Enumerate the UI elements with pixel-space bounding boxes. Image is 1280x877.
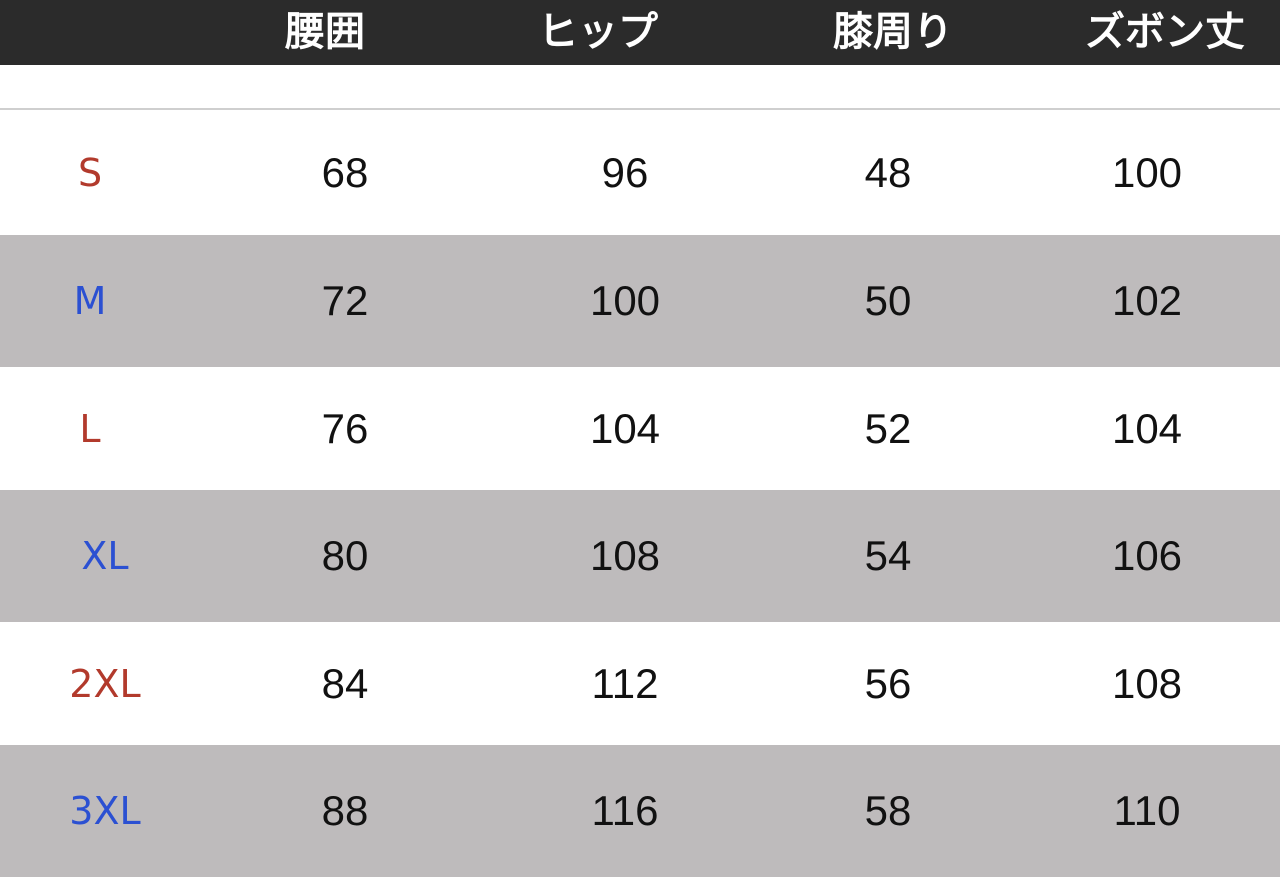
value-cell: 104 — [589, 404, 661, 452]
header-waist: 腰囲 — [285, 9, 365, 55]
value-cell: 110 — [1113, 787, 1181, 834]
value-cell: 84 — [321, 659, 369, 707]
value-cell: 100 — [1111, 148, 1183, 196]
value-cell: 56 — [864, 659, 912, 707]
size-label: L — [79, 406, 101, 451]
size-label: XL — [81, 534, 129, 578]
value-cell: 102 — [1111, 277, 1183, 324]
value-cell: 52 — [864, 404, 912, 452]
value-cell: 76 — [321, 404, 369, 452]
table-row: L 76 104 52 104 — [0, 367, 1280, 490]
size-label: M — [73, 279, 107, 323]
table-row: S 68 96 48 100 — [0, 110, 1280, 235]
value-cell: 58 — [864, 787, 912, 834]
value-cell: 108 — [589, 532, 661, 579]
table-row: 3XL 88 116 58 110 — [0, 745, 1280, 877]
table-row: M 72 100 50 102 — [0, 235, 1280, 367]
value-cell: 80 — [321, 532, 369, 579]
value-cell: 54 — [864, 532, 912, 579]
header-spacer — [0, 65, 1280, 110]
value-cell: 50 — [864, 277, 912, 324]
table-header: 腰囲 ヒップ 膝周り ズボン丈 — [0, 0, 1280, 65]
value-cell: 116 — [591, 787, 659, 834]
value-cell: 72 — [321, 277, 369, 324]
value-cell: 106 — [1111, 532, 1183, 579]
size-label: S — [77, 150, 103, 195]
size-label: 3XL — [69, 789, 141, 833]
header-length: ズボン丈 — [1085, 9, 1245, 55]
value-cell: 96 — [601, 148, 649, 196]
value-cell: 100 — [589, 277, 661, 324]
value-cell: 88 — [321, 787, 369, 834]
table-row: XL 80 108 54 106 — [0, 490, 1280, 622]
size-label: 2XL — [69, 661, 141, 706]
value-cell: 112 — [591, 659, 659, 707]
value-cell: 68 — [321, 148, 369, 196]
header-hip: ヒップ — [538, 9, 658, 55]
value-cell: 104 — [1111, 404, 1183, 452]
value-cell: 108 — [1111, 659, 1183, 707]
table-row: 2XL 84 112 56 108 — [0, 622, 1280, 745]
value-cell: 48 — [864, 148, 912, 196]
header-knee: 膝周り — [833, 9, 953, 55]
